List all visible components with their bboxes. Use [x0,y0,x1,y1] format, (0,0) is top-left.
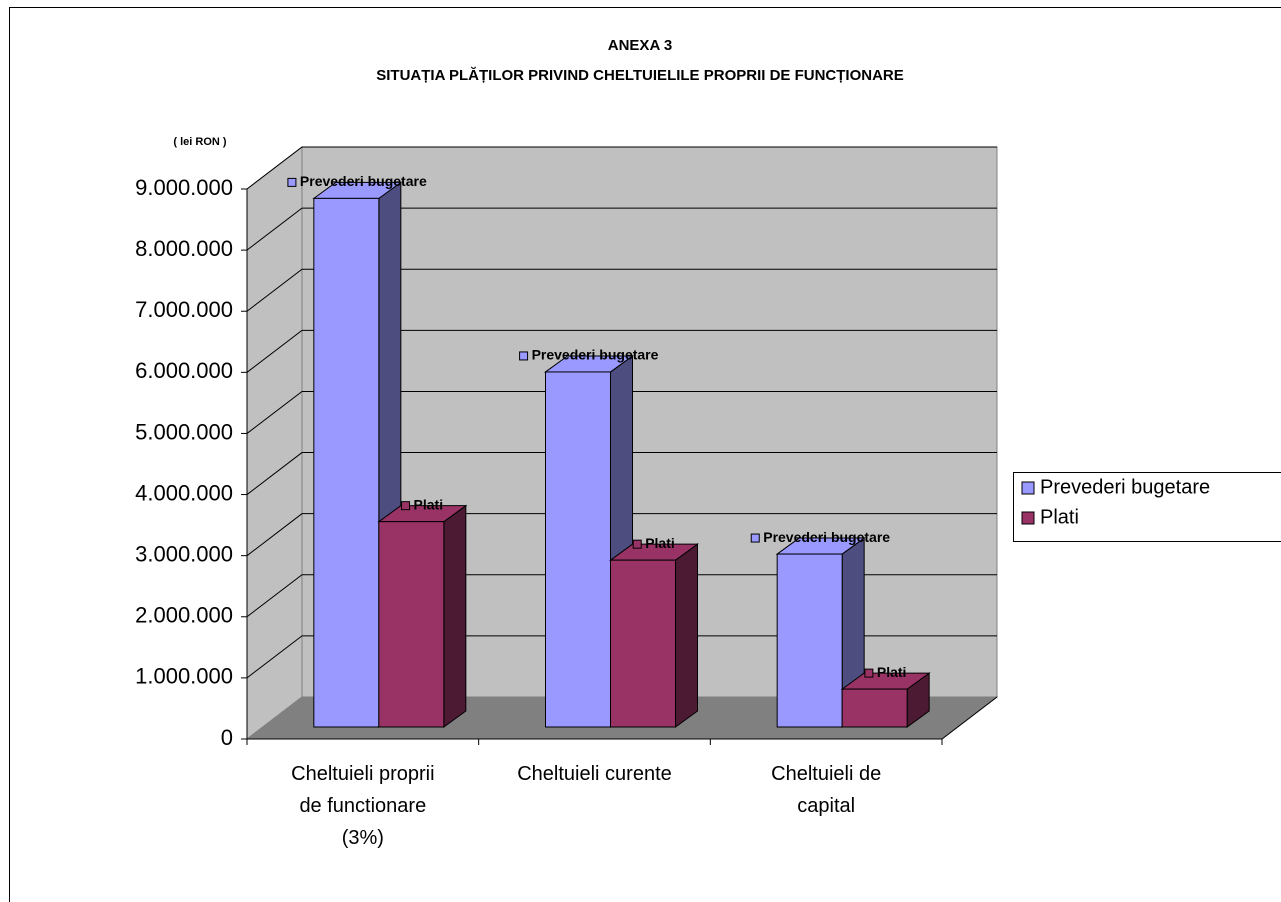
bar-front [841,688,908,728]
grid-line [246,146,997,190]
legend-label: Plati [1040,506,1079,528]
legend-swatch [1021,511,1035,525]
x-tick-label: Cheltuieli proprii de functionare (3%) [291,763,434,849]
data-label-key [864,668,874,678]
grid-line [246,329,997,373]
x-tick-label: Cheltuieli de capital [771,763,881,817]
floor-edge [941,696,998,740]
bar [840,672,931,728]
grid-line [246,452,997,495]
bar [377,504,468,728]
grid-line [246,268,997,312]
data-label: Prevederi bugetare [763,529,890,545]
data-label: Plati [414,496,444,512]
bar [608,543,700,728]
legend-box [1013,472,1281,542]
data-label: Plati [645,535,675,551]
legend-swatch [1021,481,1035,495]
y-tick-label: 4.000.000 [135,480,233,505]
y-tick-label: 2.000.000 [135,603,233,628]
bar-side [675,543,698,728]
y-tick-label: 5.000.000 [135,419,233,444]
y-tick-label: 3.000.000 [135,541,233,566]
data-label-key [750,533,760,543]
data-label-key [401,501,411,511]
y-tick-label: 9.000.000 [135,175,233,200]
y-axis-label: ( lei RON ) [173,136,227,148]
grid-line [246,207,997,251]
bar-front [776,553,843,728]
x-tick-label: Cheltuieli curente [517,763,672,785]
data-label-key [632,539,642,549]
chart-subtitle: SITUAȚIA PLĂȚILOR PRIVIND CHELTUIELILE P… [376,67,904,84]
legend-label: Prevederi bugetare [1040,476,1210,498]
data-label: Prevederi bugetare [532,347,659,363]
bar [312,181,403,728]
bar-front [378,521,445,728]
y-tick-label: 7.000.000 [135,297,233,322]
bar-side [443,504,467,728]
grid-line [246,390,997,434]
grid-line [246,513,997,557]
side-wall [246,145,303,741]
y-tick-label: 6.000.000 [135,358,233,383]
data-label: Plati [877,664,907,680]
data-label-key [519,351,529,361]
chart-title: ANEXA 3 [608,37,672,54]
data-label: Prevederi bugetare [300,173,427,189]
grid-line [246,574,997,618]
y-tick-label: 8.000.000 [135,236,233,261]
bar-front [545,371,611,728]
y-tick-label: 0 [221,725,233,750]
grid-line [246,635,997,679]
bar-front [610,559,676,728]
y-tick-label: 1.000.000 [135,664,233,689]
data-label-key [287,177,297,187]
bar-front [313,197,380,728]
